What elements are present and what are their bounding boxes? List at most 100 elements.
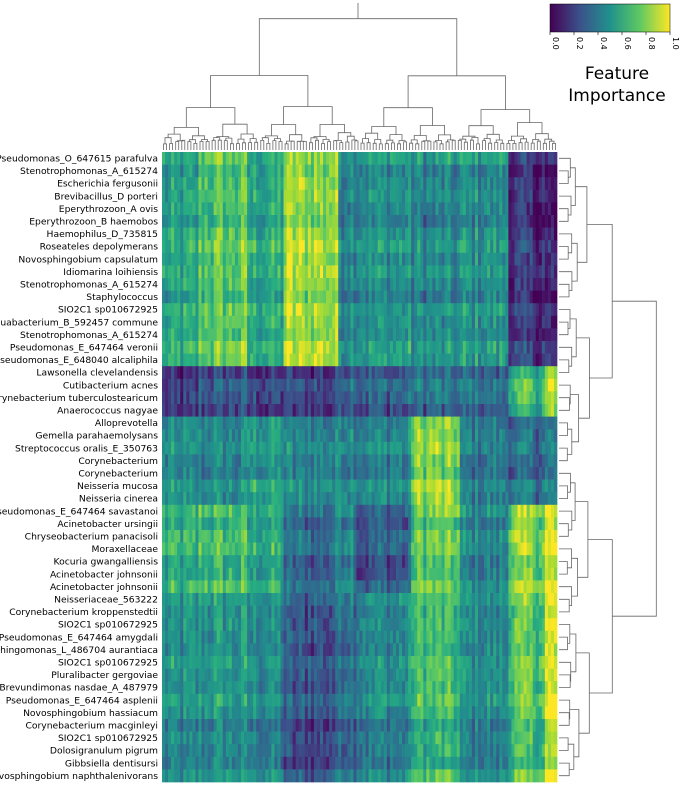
heatmap-cell xyxy=(405,228,408,241)
heatmap-cell xyxy=(472,593,475,606)
heatmap-cell xyxy=(253,215,256,228)
heatmap-cell xyxy=(390,429,393,442)
heatmap-cell xyxy=(554,429,557,442)
heatmap-cell xyxy=(396,354,399,367)
heatmap-cell xyxy=(274,505,277,518)
heatmap-cell xyxy=(387,341,390,354)
heatmap-cell xyxy=(205,152,208,165)
heatmap-cell xyxy=(165,165,168,178)
heatmap-cell xyxy=(183,265,186,278)
heatmap-cell xyxy=(168,417,171,430)
heatmap-cell xyxy=(305,228,308,241)
heatmap-cell xyxy=(478,467,481,480)
heatmap-cell xyxy=(290,454,293,467)
heatmap-cell xyxy=(423,543,426,556)
heatmap-cell xyxy=(487,165,490,178)
heatmap-cell xyxy=(426,379,429,392)
heatmap-cell xyxy=(277,354,280,367)
heatmap-cell xyxy=(429,379,432,392)
heatmap-cell xyxy=(217,530,220,543)
heatmap-cell xyxy=(244,265,247,278)
dendrogram-link xyxy=(501,143,504,150)
heatmap-cell xyxy=(341,316,344,329)
dendrogram-link xyxy=(559,209,568,222)
heatmap-cell xyxy=(478,429,481,442)
heatmap-cell xyxy=(372,391,375,404)
heatmap-cell xyxy=(226,303,229,316)
heatmap-cell xyxy=(511,505,514,518)
heatmap-cell xyxy=(481,328,484,341)
heatmap-cell xyxy=(390,303,393,316)
heatmap-cell xyxy=(202,165,205,178)
heatmap-cell xyxy=(198,366,201,379)
heatmap-cell xyxy=(405,404,408,417)
heatmap-cell xyxy=(484,480,487,493)
heatmap-cell xyxy=(542,442,545,455)
heatmap-cell xyxy=(454,543,457,556)
heatmap-cell xyxy=(229,442,232,455)
heatmap-cell xyxy=(302,190,305,203)
heatmap-cell xyxy=(460,177,463,190)
heatmap-cell xyxy=(171,505,174,518)
heatmap-cell xyxy=(393,467,396,480)
heatmap-cell xyxy=(247,202,250,215)
heatmap-cell xyxy=(308,202,311,215)
heatmap-cell xyxy=(259,265,262,278)
heatmap-cell xyxy=(244,253,247,266)
heatmap-cell xyxy=(183,568,186,581)
heatmap-cell xyxy=(360,480,363,493)
heatmap-cell xyxy=(165,215,168,228)
heatmap-cell xyxy=(536,580,539,593)
heatmap-cell xyxy=(235,228,238,241)
heatmap-cell xyxy=(536,555,539,568)
heatmap-cell xyxy=(253,517,256,530)
heatmap-cell xyxy=(284,379,287,392)
heatmap-cell xyxy=(390,480,393,493)
heatmap-cell xyxy=(350,354,353,367)
heatmap-cell xyxy=(217,391,220,404)
heatmap-cell xyxy=(514,543,517,556)
heatmap-cell xyxy=(250,240,253,253)
heatmap-cell xyxy=(274,215,277,228)
heatmap-cell xyxy=(518,391,521,404)
heatmap-cell xyxy=(375,278,378,291)
heatmap-cell xyxy=(247,253,250,266)
heatmap-cell xyxy=(241,165,244,178)
heatmap-cell xyxy=(341,606,344,619)
heatmap-cell xyxy=(432,543,435,556)
heatmap-cell xyxy=(299,202,302,215)
heatmap-cell xyxy=(262,379,265,392)
heatmap-cell xyxy=(536,366,539,379)
heatmap-cell xyxy=(420,215,423,228)
heatmap-cell xyxy=(469,291,472,304)
heatmap-cell xyxy=(499,505,502,518)
heatmap-cell xyxy=(305,303,308,316)
heatmap-cell xyxy=(496,265,499,278)
heatmap-cell xyxy=(326,152,329,165)
heatmap-cell xyxy=(530,278,533,291)
heatmap-cell xyxy=(217,568,220,581)
heatmap-cell xyxy=(192,215,195,228)
heatmap-cell xyxy=(268,379,271,392)
heatmap-cell xyxy=(347,379,350,392)
heatmap-cell xyxy=(378,543,381,556)
heatmap-cell xyxy=(177,253,180,266)
heatmap-cell xyxy=(281,543,284,556)
heatmap-cell xyxy=(226,606,229,619)
heatmap-cell xyxy=(423,379,426,392)
heatmap-cell xyxy=(214,492,217,505)
heatmap-cell xyxy=(360,366,363,379)
heatmap-cell xyxy=(168,202,171,215)
heatmap-cell xyxy=(487,253,490,266)
heatmap-cell xyxy=(414,379,417,392)
heatmap-cell xyxy=(284,228,287,241)
heatmap-cell xyxy=(220,366,223,379)
heatmap-cell xyxy=(329,278,332,291)
dendrogram-link xyxy=(559,675,570,688)
heatmap-cell xyxy=(366,316,369,329)
heatmap-cell xyxy=(514,429,517,442)
heatmap-cell xyxy=(235,543,238,556)
heatmap-cell xyxy=(518,278,521,291)
heatmap-cell xyxy=(281,303,284,316)
heatmap-cell xyxy=(311,580,314,593)
